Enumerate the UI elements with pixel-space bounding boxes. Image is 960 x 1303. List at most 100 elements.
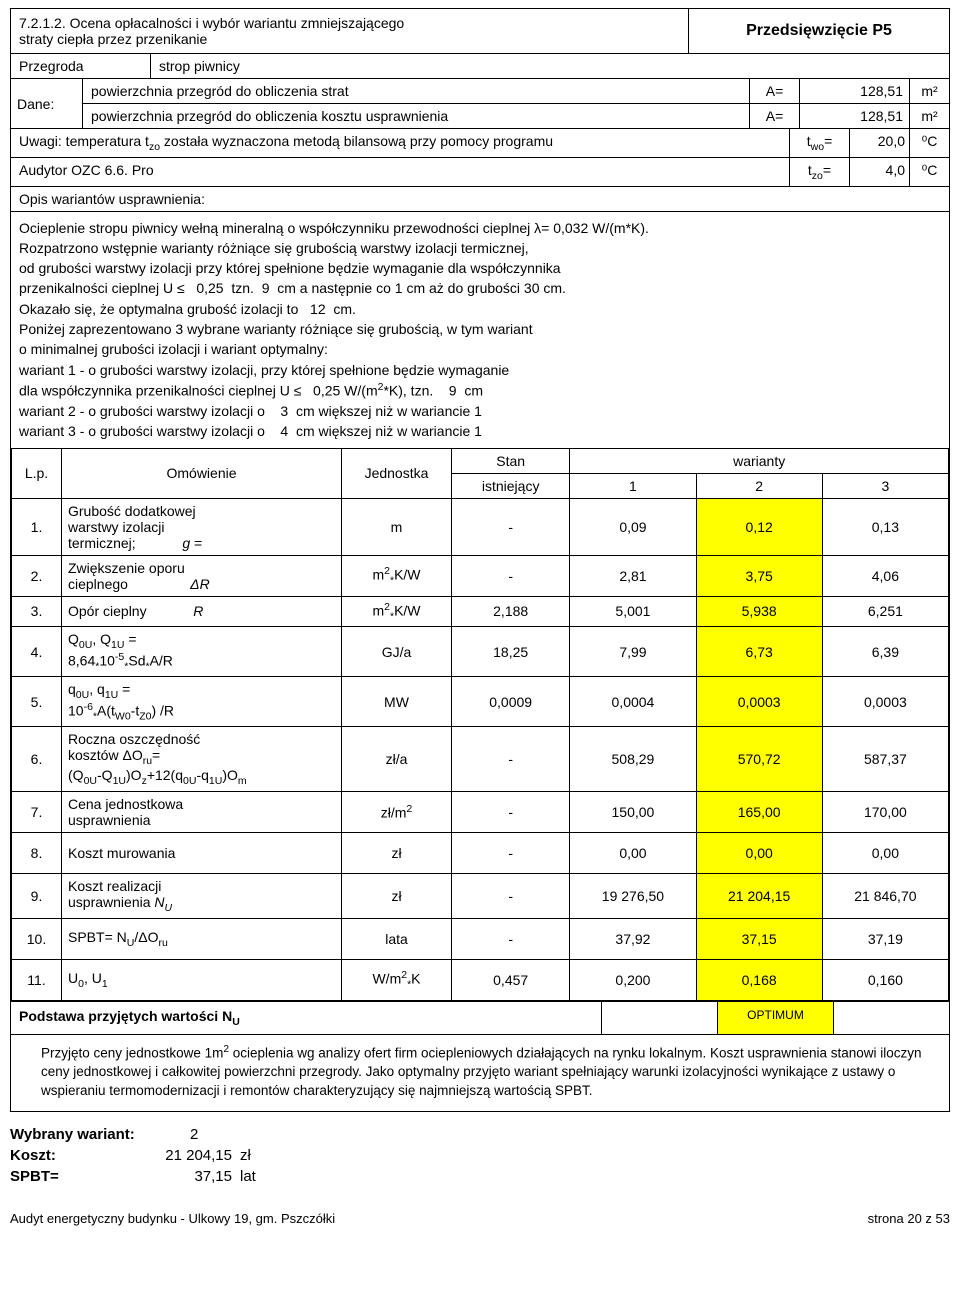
podstawa-label: Podstawa przyjętych wartości NU [11,1002,601,1034]
table-cell: 6,73 [696,626,822,676]
table-cell: 6,251 [822,596,948,626]
title-line-2: straty ciepła przez przenikanie [19,31,207,47]
table-cell: 21 846,70 [822,874,948,919]
table-cell: 7,99 [570,626,696,676]
przegroda-label: Przegroda [11,54,151,78]
dane-label: Dane: [11,79,83,128]
opis-body: Ocieplenie stropu piwnicy wełną mineraln… [11,211,949,448]
section-number: 7.2.1.2. [19,15,66,31]
table-row: 2.Zwiększenie oporucieplnego ΔRm2*K/W-2,… [12,555,949,596]
table-cell-unit: MW [342,677,452,727]
page-footer: Audyt energetyczny budynku - Ulkowy 19, … [0,1211,960,1234]
document-frame: 7.2.1.2. Ocena opłacalności i wybór wari… [10,8,950,1112]
table-cell-unit: zł [342,833,452,874]
table-head: L.p. Omówienie Jednostka Stan warianty i… [12,448,949,498]
dane-row: Dane: powierzchnia przegród do obliczeni… [11,78,949,128]
table-cell: 3. [12,596,62,626]
table-cell: 18,25 [452,626,570,676]
table-cell: 6,39 [822,626,948,676]
dane-line-2: powierzchnia przegród do obliczenia kosz… [83,103,949,128]
koszt-line: Koszt: 21 204,15 zł [10,1147,950,1164]
table-row: 11.U0, U1W/m2*K0,4570,2000,1680,160 [12,959,949,1000]
table-cell-unit: zł/a [342,727,452,792]
uwagi-symbol: two= [789,129,849,157]
dane-line-1: powierzchnia przegród do obliczenia stra… [83,79,949,103]
spbt-value: 37,15 [100,1168,240,1185]
table-cell-unit: m2*K/W [342,596,452,626]
table-cell: 0,160 [822,959,948,1000]
przegroda-value: strop piwnicy [151,54,949,78]
table-cell-unit: W/m2*K [342,959,452,1000]
koszt-label: Koszt: [10,1147,100,1164]
table-cell: 3,75 [696,555,822,596]
table-cell: 165,00 [696,792,822,833]
table-cell: 5,001 [570,596,696,626]
table-cell: 4. [12,626,62,676]
dane-unit: m² [909,79,949,103]
table-row: 3.Opór cieplny Rm2*K/W2,1885,0015,9386,2… [12,596,949,626]
wariant-line: Wybrany wariant: 2 [10,1126,950,1143]
table-cell: 37,92 [570,918,696,959]
uwagi-row-1: Uwagi: temperatura tzo została wyznaczon… [11,128,949,157]
table-row: 5.q0U, q1U =10-6*A(tW0-tZ0) /RMW0,00090,… [12,677,949,727]
uwagi-unit: ⁰C [909,158,949,186]
table-cell: 37,15 [696,918,822,959]
notes-text: Przyjęto ceny jednostkowe 1m2 ocieplenia… [11,1034,949,1111]
footer-right: strona 20 z 53 [868,1211,950,1226]
table-cell-om: Koszt murowania [62,833,342,874]
blank-cell [601,1002,717,1034]
spbt-unit: lat [240,1168,256,1185]
table-cell: 0,0003 [696,677,822,727]
table-row: 4.Q0U, Q1U =8,64*10-5*Sd*A/RGJ/a18,257,9… [12,626,949,676]
table-cell-om: Grubość dodatkowejwarstwy izolacjitermic… [62,498,342,555]
table-cell: 7. [12,792,62,833]
table-cell: - [452,874,570,919]
dane-a: A= [749,79,799,103]
table-cell: 0,13 [822,498,948,555]
table-cell: 0,12 [696,498,822,555]
table-row: 1.Grubość dodatkowejwarstwy izolacjiterm… [12,498,949,555]
uwagi-unit: ⁰C [909,129,949,157]
table-cell: - [452,555,570,596]
table-cell-unit: m2*K/W [342,555,452,596]
col-om: Omówienie [62,448,342,498]
spbt-label: SPBT= [10,1168,100,1185]
table-cell: 2,81 [570,555,696,596]
table-cell: 150,00 [570,792,696,833]
col-lp: L.p. [12,448,62,498]
uwagi-value: 4,0 [849,158,909,186]
table-cell-om: Opór cieplny R [62,596,342,626]
dane-value: 128,51 [799,79,909,103]
table-row: 9.Koszt realizacjiusprawnienia NUzł-19 2… [12,874,949,919]
table-body: 1.Grubość dodatkowejwarstwy izolacjiterm… [12,498,949,1000]
table-cell-om: Cena jednostkowausprawnienia [62,792,342,833]
uwagi-value: 20,0 [849,129,909,157]
table-cell: - [452,727,570,792]
uwagi-text: Uwagi: temperatura tzo została wyznaczon… [11,129,789,157]
table-cell: 10. [12,918,62,959]
col-w3: 3 [822,473,948,498]
table-cell: 4,06 [822,555,948,596]
table-row: 7.Cena jednostkowausprawnieniazł/m2-150,… [12,792,949,833]
dane-value: 128,51 [799,104,909,128]
koszt-unit: zł [240,1147,251,1164]
project-badge: Przedsięwzięcie P5 [689,9,949,53]
table-row: 10.SPBT= NU/ΔOrulata-37,9237,1537,19 [12,918,949,959]
table-cell: 0,0003 [822,677,948,727]
table-cell-om: q0U, q1U =10-6*A(tW0-tZ0) /R [62,677,342,727]
table-cell: 1. [12,498,62,555]
table-cell-unit: lata [342,918,452,959]
col-warianty: warianty [570,448,949,473]
table-cell-om: Koszt realizacjiusprawnienia NU [62,874,342,919]
table-row: 6.Roczna oszczędnośćkosztów ΔOru=(Q0U-Q1… [12,727,949,792]
table-cell: 5,938 [696,596,822,626]
table-cell: 587,37 [822,727,948,792]
table-cell: 37,19 [822,918,948,959]
variants-table: L.p. Omówienie Jednostka Stan warianty i… [11,448,949,1001]
summary-block: Wybrany wariant: 2 Koszt: 21 204,15 zł S… [10,1126,950,1185]
koszt-value: 21 204,15 [100,1147,240,1164]
uwagi-symbol: tzo= [789,158,849,186]
table-row: 8.Koszt murowaniazł-0,000,000,00 [12,833,949,874]
table-cell-om: U0, U1 [62,959,342,1000]
table-cell: 0,00 [822,833,948,874]
